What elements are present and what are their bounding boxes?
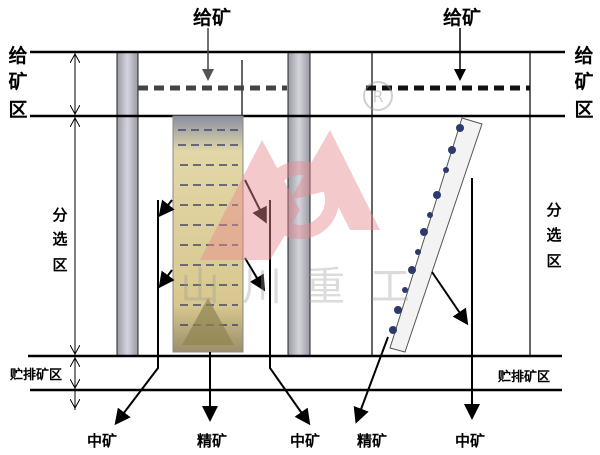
output-middlings-3: 中矿 bbox=[455, 432, 485, 450]
sep-zone-right-1: 分 bbox=[546, 201, 561, 219]
sep-zone-right-2: 选 bbox=[546, 226, 561, 244]
feed-zone-left-1: 给 bbox=[8, 44, 27, 67]
flow-arrows bbox=[114, 178, 480, 426]
sep-zone-left-3: 区 bbox=[52, 256, 67, 274]
sep-zone-left-1: 分 bbox=[52, 206, 67, 224]
watermark-text: 山 川 重 工 bbox=[180, 264, 410, 310]
inclined-plate bbox=[389, 117, 483, 353]
sep-zone-right-3: 区 bbox=[546, 252, 561, 270]
output-concentrate-1: 精矿 bbox=[197, 432, 227, 450]
watermark-logo: R bbox=[200, 81, 393, 260]
svg-text:R: R bbox=[372, 87, 383, 106]
jig-bed bbox=[172, 115, 244, 353]
feed-zone-left-2: 矿 bbox=[8, 70, 27, 93]
output-middlings-2: 中矿 bbox=[290, 432, 320, 450]
svg-text:川: 川 bbox=[242, 264, 282, 310]
left-wall-column bbox=[116, 51, 139, 357]
storage-zone-left: 贮排矿区 bbox=[9, 367, 62, 383]
feed-zone-right-3: 区 bbox=[574, 99, 593, 121]
feed-zone-right-2: 矿 bbox=[574, 70, 593, 93]
feed-label-left: 给矿 bbox=[193, 6, 231, 29]
output-concentrate-2: 精矿 bbox=[357, 432, 387, 450]
output-middlings-1: 中矿 bbox=[87, 432, 117, 450]
storage-zone-right: 贮排矿区 bbox=[497, 369, 550, 385]
feed-zone-right-1: 给 bbox=[574, 44, 593, 67]
sep-zone-left-2: 选 bbox=[52, 230, 67, 248]
svg-text:山: 山 bbox=[180, 264, 220, 310]
feed-zone-left-3: 区 bbox=[8, 99, 27, 121]
svg-text:工: 工 bbox=[370, 264, 410, 310]
svg-text:重: 重 bbox=[305, 264, 345, 310]
feed-label-right: 给矿 bbox=[443, 6, 481, 29]
